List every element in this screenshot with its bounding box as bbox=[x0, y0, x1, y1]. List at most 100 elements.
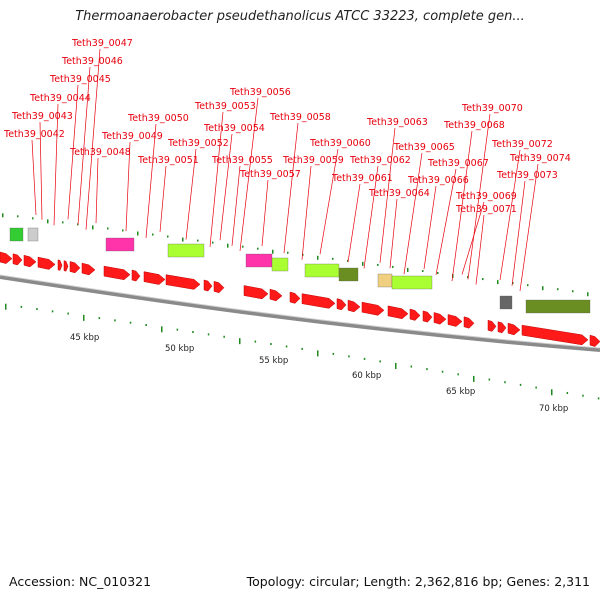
label-leader-line bbox=[145, 123, 157, 238]
gene-label: Teth39_0051 bbox=[137, 155, 199, 166]
feature-box bbox=[245, 253, 273, 268]
label-leader-line bbox=[403, 152, 423, 275]
outer-tick bbox=[377, 263, 379, 266]
scale-tick bbox=[379, 360, 381, 363]
gene-label: Teth39_0064 bbox=[368, 188, 430, 199]
scale-tick bbox=[535, 386, 537, 389]
gene-label: Teth39_0071 bbox=[455, 204, 517, 215]
scale-tick bbox=[519, 383, 522, 386]
scale-tick bbox=[285, 345, 288, 348]
outer-tick bbox=[437, 271, 439, 274]
gene-label: Teth39_0048 bbox=[69, 147, 131, 158]
label-leader-line bbox=[39, 121, 43, 220]
outer-tick bbox=[2, 213, 4, 218]
outer-tick bbox=[242, 245, 244, 248]
scale-label: 55 kbp bbox=[259, 356, 288, 366]
outer-tick bbox=[482, 278, 484, 281]
cds-arrow bbox=[131, 269, 141, 282]
feature-box bbox=[105, 237, 135, 252]
label-leader-line bbox=[283, 122, 299, 254]
outer-tick bbox=[407, 267, 409, 272]
scale-tick bbox=[51, 310, 54, 313]
scale-tick bbox=[98, 317, 101, 320]
outer-tick bbox=[347, 259, 349, 262]
scale-tick bbox=[473, 375, 475, 382]
label-leader-line bbox=[499, 149, 521, 281]
genome-summary-text: Topology: circular; Length: 2,362,816 bp… bbox=[246, 574, 590, 589]
scale-tick bbox=[67, 312, 69, 315]
label-leader-line bbox=[475, 214, 485, 285]
cds-arrow bbox=[387, 305, 409, 320]
cds-arrow bbox=[361, 301, 385, 316]
label-leader-line bbox=[209, 111, 224, 247]
gene-label: Teth39_0065 bbox=[393, 142, 455, 153]
gene-label: Teth39_0044 bbox=[29, 93, 91, 104]
scale-tick bbox=[348, 355, 350, 358]
scale-label: 65 kbp bbox=[446, 387, 475, 397]
scale-tick bbox=[5, 303, 7, 310]
scale-tick bbox=[270, 343, 272, 346]
outer-tick bbox=[287, 251, 289, 254]
feature-box bbox=[377, 273, 393, 288]
outer-tick bbox=[197, 239, 199, 242]
gene-label: Teth39_0050 bbox=[127, 113, 189, 124]
cds-arrow bbox=[63, 260, 69, 272]
outer-tick bbox=[32, 217, 34, 220]
scale-tick bbox=[176, 328, 179, 331]
cds-arrow bbox=[37, 256, 56, 270]
cds-arrow bbox=[12, 253, 23, 266]
label-leader-line bbox=[219, 133, 233, 241]
label-leader-line bbox=[379, 127, 396, 263]
scale-tick bbox=[488, 378, 491, 381]
cds-arrow bbox=[289, 291, 301, 304]
scale-tick bbox=[20, 305, 23, 308]
cds-arrow bbox=[336, 298, 347, 311]
gene-label: Teth39_0069 bbox=[455, 191, 517, 202]
label-leader-line bbox=[461, 201, 485, 275]
label-leader-line bbox=[95, 157, 99, 224]
gene-label: Teth39_0060 bbox=[309, 138, 371, 149]
label-leader-line bbox=[159, 165, 167, 232]
gene-label: Teth39_0073 bbox=[496, 170, 558, 181]
outer-tick bbox=[227, 243, 229, 248]
cds-arrow bbox=[57, 259, 63, 271]
scale-tick bbox=[566, 391, 569, 394]
label-leader-line bbox=[67, 84, 79, 220]
scale-tick bbox=[551, 389, 553, 396]
cds-arrow bbox=[347, 299, 361, 313]
gene-label: Teth39_0053 bbox=[194, 101, 256, 112]
feature-box bbox=[391, 275, 433, 290]
feature-box bbox=[304, 263, 340, 278]
cds-arrow bbox=[521, 324, 589, 346]
gene-label: Teth39_0074 bbox=[509, 153, 571, 164]
outer-tick bbox=[152, 233, 154, 236]
gene-label: Teth39_0058 bbox=[269, 112, 331, 123]
label-leader-line bbox=[389, 198, 398, 269]
gene-label: Teth39_0045 bbox=[49, 74, 111, 85]
gene-label: Teth39_0062 bbox=[349, 155, 411, 166]
scale-label: 50 kbp bbox=[165, 344, 194, 354]
gene-label: Teth39_0063 bbox=[366, 117, 428, 128]
label-leader-line bbox=[77, 66, 91, 225]
cds-arrow bbox=[243, 285, 269, 300]
outer-tick bbox=[467, 276, 469, 279]
outer-tick bbox=[212, 241, 214, 244]
label-leader-line bbox=[185, 148, 197, 240]
cds-arrow bbox=[497, 321, 507, 334]
feature-box bbox=[499, 295, 513, 310]
outer-tick bbox=[17, 215, 19, 218]
outer-tick bbox=[497, 280, 499, 285]
cds-arrow bbox=[0, 251, 13, 264]
scale-tick bbox=[332, 352, 335, 355]
scale-tick bbox=[457, 373, 459, 376]
scale-tick bbox=[597, 397, 600, 400]
gene-label: Teth39_0061 bbox=[331, 173, 393, 184]
scale-tick bbox=[301, 347, 303, 350]
scale-tick bbox=[161, 326, 163, 333]
gene-label: Teth39_0054 bbox=[203, 123, 265, 134]
feature-box bbox=[27, 227, 39, 242]
outer-tick bbox=[272, 249, 274, 254]
cds-arrow bbox=[81, 262, 96, 276]
outer-tick bbox=[92, 225, 94, 230]
label-leader-line bbox=[467, 113, 491, 280]
